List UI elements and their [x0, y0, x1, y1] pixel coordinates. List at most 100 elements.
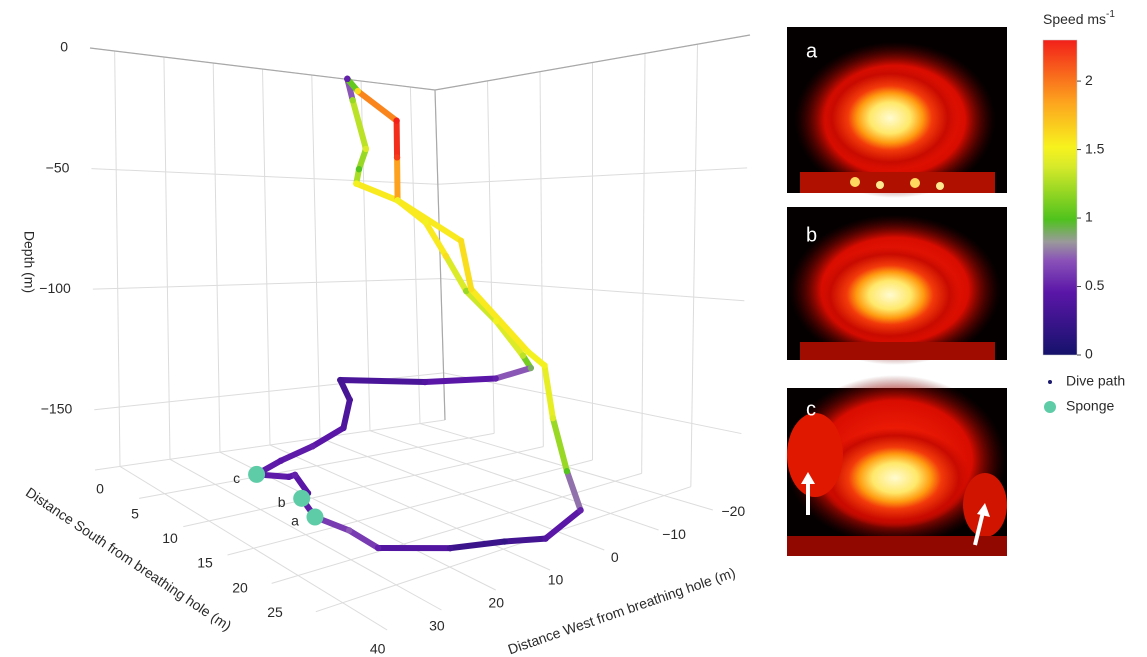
path-segment: [313, 428, 344, 446]
sponge: [248, 466, 265, 483]
colorbar-tick-label: 0: [1085, 346, 1093, 362]
path-point: [337, 377, 343, 383]
dive-path: [253, 76, 583, 552]
colorbar-title-text: Speed ms: [1043, 11, 1106, 27]
path-point: [422, 219, 428, 225]
sponge-label: a: [291, 513, 299, 529]
path-point: [346, 527, 352, 533]
x-tick-label: 10: [548, 572, 564, 588]
path-point: [278, 457, 284, 463]
path-point: [525, 348, 531, 354]
path-point: [355, 88, 361, 94]
panel-label: b: [806, 224, 817, 246]
path-segment: [567, 471, 581, 510]
path-segment: [471, 289, 528, 351]
sponge-label: c: [233, 470, 240, 486]
path-point: [458, 238, 464, 244]
path-point: [541, 362, 547, 368]
x-tick-label: 30: [429, 617, 445, 633]
path-point: [422, 379, 428, 385]
path-point: [363, 146, 369, 152]
colorbar-tick-label: 2: [1085, 72, 1093, 88]
path-point: [564, 468, 570, 474]
colorbar-title: Speed ms-1: [1043, 9, 1115, 27]
colorbar-title-sup: -1: [1106, 9, 1115, 20]
path-point: [443, 253, 449, 259]
panel-label: a: [806, 40, 818, 62]
y-tick-label: 10: [162, 530, 178, 546]
path-point: [542, 535, 548, 541]
path-point: [492, 375, 498, 381]
path-point: [344, 76, 350, 82]
path-point: [309, 443, 315, 449]
grid-line: [540, 72, 543, 447]
path-segment: [425, 379, 496, 383]
colorbar-tick-label: 1.5: [1085, 140, 1105, 156]
grid-line: [115, 51, 120, 466]
thermal-image: b: [787, 207, 1007, 365]
path-point: [394, 197, 400, 203]
colorbar-tick-label: 0.5: [1085, 277, 1105, 293]
grid-line: [691, 44, 698, 487]
grid-line: [642, 53, 645, 473]
path-point: [347, 397, 353, 403]
legend-label: Sponge: [1066, 398, 1114, 414]
path-point: [349, 97, 355, 103]
path-segment: [340, 380, 425, 382]
path-segment: [546, 510, 581, 538]
path-point: [393, 118, 399, 124]
legend-marker: [1048, 380, 1052, 384]
path-point: [501, 538, 507, 544]
grid: [90, 35, 750, 630]
path-point: [340, 425, 346, 431]
path-point: [394, 154, 400, 160]
legend-marker: [1044, 401, 1056, 413]
z-tick-label: −150: [41, 400, 73, 416]
grid-line: [272, 473, 642, 583]
path-point: [375, 545, 381, 551]
path-segment: [544, 365, 552, 418]
path-point: [447, 545, 453, 551]
path-segment: [505, 539, 546, 542]
x-tick-label: −20: [721, 503, 745, 519]
path-segment: [353, 100, 366, 149]
legend-label: Dive path: [1066, 373, 1125, 389]
panel-label: c: [806, 398, 816, 420]
path-segment: [397, 157, 398, 200]
grid-line: [410, 87, 420, 424]
z-tick-label: 0: [60, 39, 68, 55]
path-segment: [349, 530, 378, 548]
x-tick-label: −10: [662, 526, 686, 542]
colorbar-tick-label: 1: [1085, 209, 1093, 225]
z-tick-label: −100: [39, 280, 71, 296]
y-tick-label: 15: [197, 555, 213, 571]
grid-line: [263, 69, 271, 445]
grid-line: [316, 487, 691, 612]
path-point: [493, 318, 499, 324]
grid-line: [164, 57, 170, 459]
y-tick-label: 0: [96, 481, 104, 497]
path-point: [520, 352, 526, 358]
path-point: [356, 166, 362, 172]
sponge: [306, 508, 323, 525]
path-point: [577, 507, 583, 513]
thermal-image: a: [787, 27, 1007, 198]
sponge: [293, 490, 310, 507]
thermal-image: c: [785, 375, 1007, 556]
path-point: [550, 415, 556, 421]
y-tick-label: 5: [131, 505, 139, 521]
grid-line: [312, 75, 320, 438]
z-tick-label: −50: [46, 159, 70, 175]
colorbar: [1043, 40, 1077, 355]
path-segment: [450, 542, 504, 549]
path-segment: [358, 91, 397, 121]
path-segment: [356, 184, 397, 201]
y-tick-label: 20: [232, 579, 248, 595]
path-point: [353, 180, 359, 186]
path-segment: [398, 200, 461, 240]
path-point: [286, 474, 292, 480]
path-segment: [281, 446, 313, 460]
path-point: [292, 472, 298, 478]
path-point: [528, 365, 534, 371]
